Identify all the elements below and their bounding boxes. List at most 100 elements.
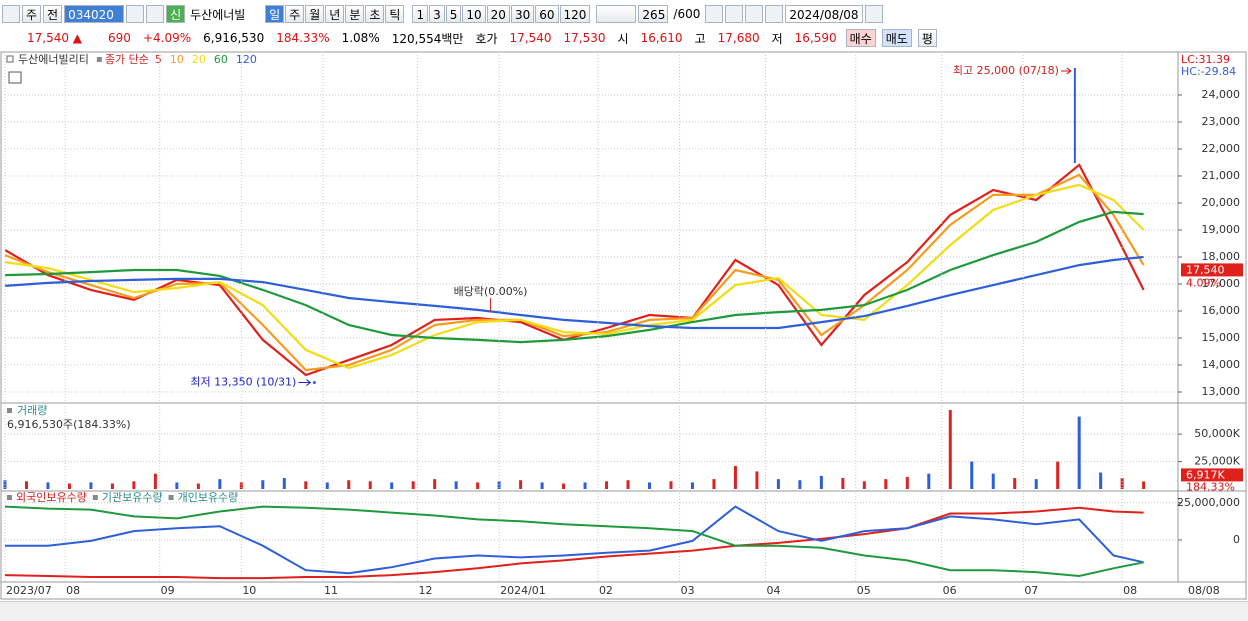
volume-bar	[476, 482, 480, 489]
volume-bar	[540, 482, 544, 489]
high: 17,680	[717, 31, 760, 45]
period-button[interactable]: 년	[325, 5, 345, 23]
interval-button[interactable]: 5	[445, 5, 462, 23]
period-button[interactable]: 일	[265, 5, 285, 23]
volume-bar	[368, 481, 372, 489]
volume-bar	[562, 483, 566, 489]
y-tick-label: 50,000K	[1194, 427, 1240, 440]
y-tick-label: 20,000	[1202, 196, 1241, 209]
volume-bar	[991, 473, 995, 489]
period-button[interactable]: 초	[365, 5, 385, 23]
volume-bar	[905, 476, 909, 489]
x-tick-label: 2024/01	[500, 584, 546, 597]
corner-label: HC:-29.84	[1181, 65, 1236, 78]
interval-button[interactable]: 20	[486, 5, 510, 23]
legend-icon	[92, 495, 98, 500]
tool-icon[interactable]	[705, 5, 724, 23]
legend-entry: 기관보유수량	[102, 491, 163, 504]
y-tick-label: 16,000	[1202, 304, 1241, 317]
y-tick-label: 0	[1233, 533, 1240, 546]
table-icon[interactable]	[8, 71, 22, 84]
series-line	[5, 505, 1144, 575]
legend-entry: 외국인보유수량	[16, 491, 87, 504]
last-price-box	[1181, 263, 1243, 277]
last-volume-box	[1181, 468, 1243, 482]
volume-bar	[304, 481, 308, 489]
interval-button[interactable]: 30	[510, 5, 535, 23]
code-input[interactable]: 034020	[64, 5, 125, 23]
volume-bar	[153, 473, 157, 489]
volume-bar	[798, 480, 802, 489]
legend-entry: 60	[214, 53, 228, 66]
interval-button[interactable]: 3	[429, 5, 445, 23]
panel-title: 거래량	[17, 404, 47, 417]
series-line	[4, 173, 1145, 372]
chart-frame	[0, 51, 1247, 600]
date-input[interactable]: 2024/08/08	[785, 5, 863, 23]
legend-entry: 120	[236, 53, 257, 66]
market-select[interactable]: 주	[22, 5, 42, 23]
interval-button[interactable]: 1	[412, 5, 429, 23]
count-input[interactable]: 265	[638, 5, 669, 23]
period-button[interactable]: 주	[285, 5, 305, 23]
legend-entry: 10	[170, 53, 184, 66]
volume-bar	[46, 482, 50, 489]
high-label: 최고 25,000 (07/18)	[953, 64, 1059, 77]
period-button[interactable]: 분	[345, 5, 365, 23]
legend-name: 두산에너빌리티	[18, 53, 89, 66]
volume-bar	[282, 478, 286, 489]
bid: 17,530	[563, 31, 606, 45]
volume-bar	[669, 481, 673, 489]
volume-bar	[132, 481, 136, 489]
tool-icon[interactable]	[765, 5, 784, 23]
legend-entry: 5	[155, 53, 162, 66]
volume-bar	[67, 483, 71, 489]
quote-bar: 17,540 ▲ 690 +4.09% 6,916,530 184.33% 1.…	[4, 28, 937, 48]
calendar-icon[interactable]	[864, 5, 883, 23]
buy-button[interactable]: 매수	[845, 29, 876, 47]
sound-icon[interactable]	[146, 5, 165, 23]
scrollbar[interactable]	[0, 601, 1248, 621]
series-line	[4, 506, 1144, 580]
low-marker	[312, 381, 316, 385]
avg-button[interactable]: 평	[917, 29, 937, 47]
volume-bar	[605, 481, 609, 489]
combo[interactable]	[596, 5, 637, 23]
prev-button[interactable]: 전	[43, 5, 63, 23]
open: 16,610	[640, 31, 683, 45]
x-tick-label: 11	[324, 584, 338, 597]
volume-ratio: 184.33%	[276, 31, 330, 45]
last-price: 17,540	[1186, 263, 1225, 276]
legend-icon	[168, 495, 174, 500]
volume-bar	[1120, 478, 1124, 489]
x-tick-label: 06	[943, 584, 957, 597]
search-icon[interactable]	[126, 5, 145, 23]
interval-button[interactable]: 120	[559, 5, 591, 23]
interval-button[interactable]: 10	[462, 5, 486, 23]
high-arrow	[1060, 67, 1072, 75]
series-line	[4, 505, 1144, 578]
volume-bar	[712, 479, 716, 489]
sell-button[interactable]: 매도	[881, 29, 912, 47]
y-tick-label: 18,000	[1202, 250, 1241, 263]
period-button[interactable]: 월	[305, 5, 325, 23]
x-tick-label: 08	[66, 584, 80, 597]
tool-icon[interactable]	[725, 5, 744, 23]
tool-icon[interactable]	[745, 5, 764, 23]
low: 16,590	[794, 31, 837, 45]
y-tick-label: 24,000	[1202, 88, 1241, 101]
last-change: 4.09%	[1186, 276, 1221, 289]
menu-icon[interactable]	[2, 5, 20, 23]
legend-icon	[6, 55, 14, 63]
volume-bar	[261, 480, 265, 489]
x-tick-label: 2023/07	[6, 584, 52, 597]
volume-bar	[690, 482, 694, 489]
ask-label: 호가	[475, 31, 498, 46]
cursor-label: 08/08	[1188, 584, 1220, 597]
legend-icon	[7, 495, 12, 500]
interval-button[interactable]: 60	[535, 5, 559, 23]
period-button[interactable]: 틱	[385, 5, 405, 23]
corner-label: LC:31.39	[1181, 53, 1230, 66]
y-tick-label: 25,000K	[1194, 455, 1240, 468]
